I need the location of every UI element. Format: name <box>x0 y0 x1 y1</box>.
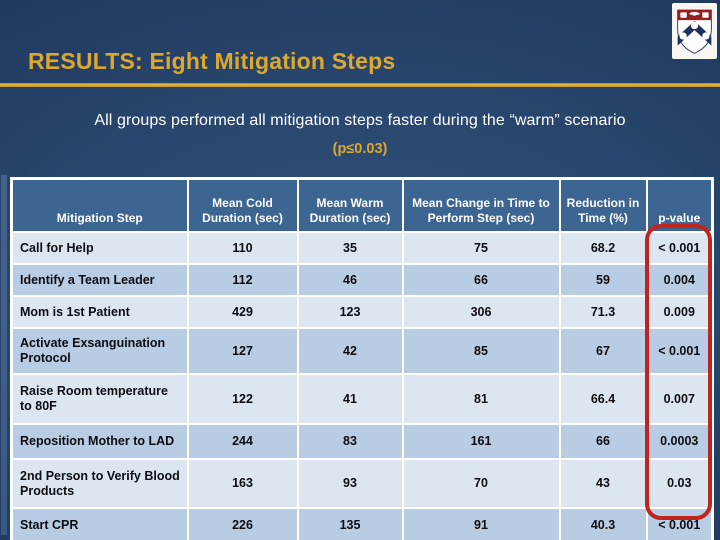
value-cell: 42 <box>296 327 404 375</box>
table-row: 2nd Person to Verify Blood Products 163 93… <box>10 458 714 509</box>
table-header-row: Mitigation Step Mean Cold Duration (sec) M… <box>10 177 714 233</box>
value-cell: 122 <box>186 373 299 425</box>
value-cell: 59 <box>558 263 648 297</box>
penn-shield-icon <box>677 9 712 54</box>
value-cell: 35 <box>296 231 404 265</box>
value-cell: 43 <box>558 458 648 509</box>
title-underline <box>0 83 720 87</box>
value-cell: 244 <box>186 423 299 460</box>
table-row: Identify a Team Leader 112 46 66 59 0.004 <box>10 263 714 297</box>
mitigation-step-cell: Start CPR <box>10 507 189 540</box>
value-cell: 83 <box>296 423 404 460</box>
column-header: Mean Warm Duration (sec) <box>296 177 404 233</box>
table-row: Start CPR 226 135 91 40.3 < 0.001 <box>10 507 714 540</box>
table-row: Call for Help 110 35 75 68.2 < 0.001 <box>10 231 714 265</box>
mitigation-step-cell: Identify a Team Leader <box>10 263 189 297</box>
value-cell: 135 <box>296 507 404 540</box>
value-cell: 91 <box>401 507 561 540</box>
mitigation-step-cell: Mom is 1st Patient <box>10 295 189 329</box>
value-cell: 41 <box>296 373 404 425</box>
value-cell: 0.004 <box>645 263 714 297</box>
value-cell: 110 <box>186 231 299 265</box>
column-header: Mitigation Step <box>10 177 189 233</box>
value-cell: 0.03 <box>645 458 714 509</box>
value-cell: 0.0003 <box>645 423 714 460</box>
value-cell: 226 <box>186 507 299 540</box>
value-cell: 75 <box>401 231 561 265</box>
column-header: p-value <box>645 177 714 233</box>
value-cell: 306 <box>401 295 561 329</box>
mitigation-step-cell: 2nd Person to Verify Blood Products <box>10 458 189 509</box>
subtitle-text: All groups performed all mitigation step… <box>94 112 626 129</box>
value-cell: 70 <box>401 458 561 509</box>
value-cell: 127 <box>186 327 299 375</box>
page-title: RESULTS: Eight Mitigation Steps <box>28 48 396 74</box>
table-body: Call for Help 110 35 75 68.2 < 0.001 Identify … <box>10 231 714 540</box>
table-row: Mom is 1st Patient 429 123 306 71.3 0.009 <box>10 295 714 329</box>
value-cell: < 0.001 <box>645 507 714 540</box>
mitigation-step-cell: Reposition Mother to LAD <box>10 423 189 460</box>
value-cell: 429 <box>186 295 299 329</box>
column-header: Mean Cold Duration (sec) <box>186 177 299 233</box>
value-cell: 163 <box>186 458 299 509</box>
value-cell: < 0.001 <box>645 327 714 375</box>
value-cell: 46 <box>296 263 404 297</box>
value-cell: 66 <box>401 263 561 297</box>
value-cell: 66 <box>558 423 648 460</box>
table-row: Activate Exsanguination Protocol 127 42 85 6… <box>10 327 714 375</box>
value-cell: 85 <box>401 327 561 375</box>
value-cell: 81 <box>401 373 561 425</box>
value-cell: 40.3 <box>558 507 648 540</box>
results-table: Mitigation Step Mean Cold Duration (sec) M… <box>10 177 714 540</box>
table-row: Reposition Mother to LAD 244 83 161 66 0.0003 <box>10 423 714 460</box>
mitigation-step-cell: Raise Room temperature to 80F <box>10 373 189 425</box>
value-cell: 66.4 <box>558 373 648 425</box>
value-cell: 112 <box>186 263 299 297</box>
value-cell: < 0.001 <box>645 231 714 265</box>
mitigation-step-cell: Call for Help <box>10 231 189 265</box>
significance-note: (p≤0.03) <box>332 141 388 157</box>
value-cell: 161 <box>401 423 561 460</box>
value-cell: 67 <box>558 327 648 375</box>
penn-shield-logo <box>672 3 717 59</box>
value-cell: 68.2 <box>558 231 648 265</box>
left-edge-bevel <box>1 175 7 535</box>
value-cell: 71.3 <box>558 295 648 329</box>
value-cell: 0.009 <box>645 295 714 329</box>
column-header: Mean Change in Time to Perform Step (sec… <box>401 177 561 233</box>
value-cell: 93 <box>296 458 404 509</box>
table-row: Raise Room temperature to 80F 122 41 81 66.4… <box>10 373 714 425</box>
column-header: Reduction in Time (%) <box>558 177 648 233</box>
value-cell: 123 <box>296 295 404 329</box>
mitigation-step-cell: Activate Exsanguination Protocol <box>10 327 189 375</box>
value-cell: 0.007 <box>645 373 714 425</box>
